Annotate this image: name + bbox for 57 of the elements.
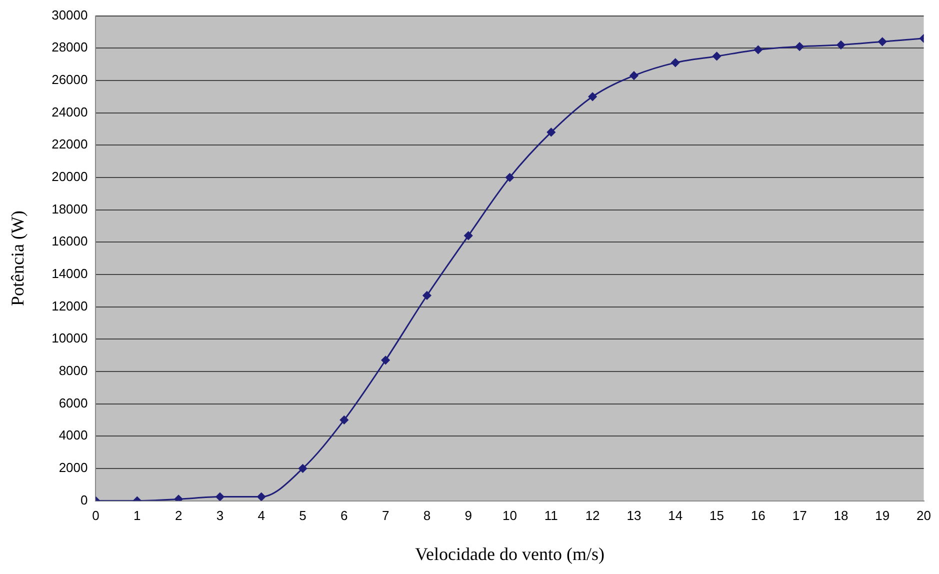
point	[422, 291, 432, 300]
point	[257, 492, 266, 501]
x-tick-label: 13	[626, 508, 642, 524]
y-tick-label: 28000	[52, 40, 88, 55]
x-tick-label: 14	[668, 508, 683, 524]
y-tick-label: 24000	[52, 104, 88, 120]
y-axis-title: Potência (W)	[8, 210, 28, 306]
y-tick-label: 6000	[58, 395, 88, 410]
y-tick-label: 10000	[52, 330, 88, 346]
y-tick-label: 2000	[58, 460, 88, 476]
y-tick-label: 4000	[58, 428, 88, 443]
point	[712, 52, 722, 60]
point	[546, 128, 556, 136]
point	[381, 356, 390, 364]
y-tick-label: 0	[80, 492, 88, 508]
x-tick-label: 3	[216, 508, 224, 524]
x-tick-label: 19	[875, 508, 890, 524]
y-tick-label: 30000	[52, 7, 88, 22]
x-tick-label: 20	[916, 508, 932, 524]
point	[216, 492, 224, 501]
x-tick-label: 5	[299, 508, 306, 524]
x-axis-title: Velocidade do vento (m/s)	[415, 544, 604, 564]
point	[464, 231, 473, 240]
x-tick-label: 12	[585, 508, 600, 524]
y-tick-label: 14000	[52, 266, 88, 282]
x-tick-label: 16	[750, 508, 766, 524]
point	[340, 416, 348, 424]
point	[836, 40, 846, 50]
x-tick-label: 17	[792, 508, 807, 524]
x-tick-label: 11	[544, 508, 558, 524]
x-tick-label: 2	[174, 508, 182, 524]
y-tick-label: 26000	[52, 72, 88, 88]
x-tick-label: 10	[502, 508, 517, 524]
y-tick-label: 12000	[52, 298, 88, 314]
y-tick-label: 18000	[52, 201, 88, 216]
point	[298, 464, 308, 473]
y-tick-label: 16000	[52, 234, 88, 249]
x-tick-label: 7	[382, 508, 390, 524]
point	[588, 92, 597, 101]
point	[878, 37, 887, 46]
point	[630, 71, 638, 80]
x-tick-label: 0	[92, 508, 100, 524]
x-tick-label: 8	[423, 508, 431, 524]
x-tick-label: 1	[134, 508, 141, 524]
x-tick-label: 4	[258, 508, 265, 524]
point	[671, 58, 680, 67]
x-tick-label: 9	[464, 508, 472, 524]
point	[174, 494, 183, 501]
x-tick-label: 15	[710, 508, 724, 524]
point	[506, 173, 514, 182]
point	[754, 46, 762, 54]
point	[795, 42, 804, 51]
y-tick-label: 20000	[52, 169, 88, 184]
x-tick-label: 6	[340, 508, 348, 524]
x-tick-label: 18	[834, 508, 848, 524]
y-tick-label: 22000	[52, 136, 88, 152]
y-tick-label: 8000	[58, 363, 88, 378]
